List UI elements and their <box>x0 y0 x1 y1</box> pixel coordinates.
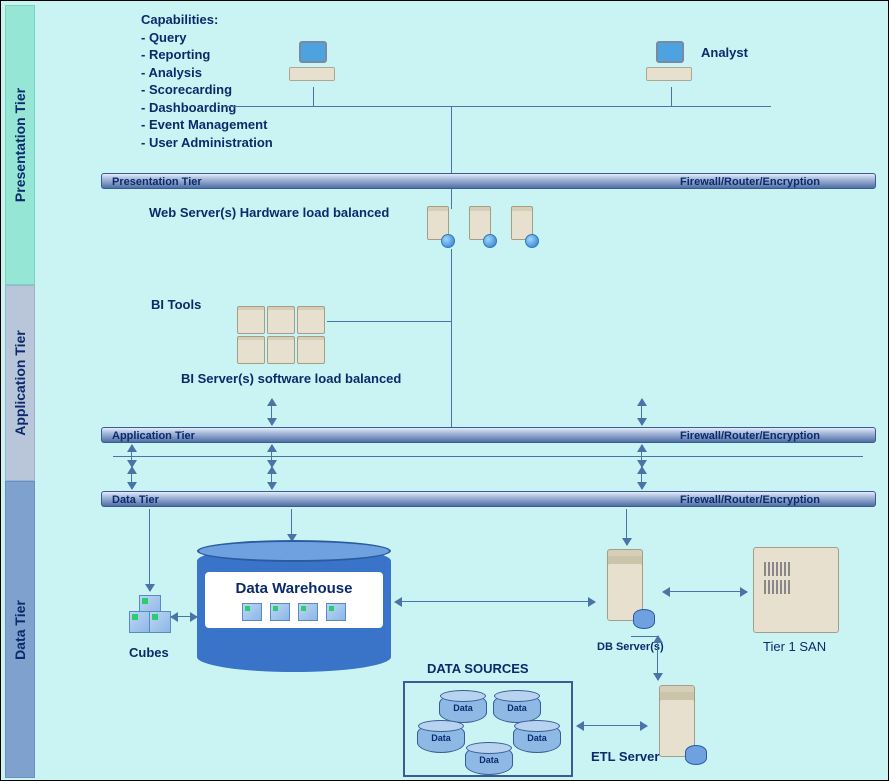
db-server-icon <box>599 549 655 635</box>
data-warehouse-minicubes <box>242 603 346 621</box>
capabilities-item: - Query <box>141 29 273 47</box>
connector <box>313 87 314 106</box>
connector <box>451 249 452 427</box>
connector-arrow <box>626 509 627 545</box>
bi-servers-label: BI Server(s) software load balanced <box>181 371 401 386</box>
bi-server-row <box>237 336 327 364</box>
sidebar-data: Data Tier <box>5 481 35 778</box>
capabilities-item: - Scorecarding <box>141 81 273 99</box>
connector <box>671 87 672 106</box>
connector-arrow <box>395 601 595 602</box>
capabilities-list: Capabilities: - Query - Reporting - Anal… <box>141 11 273 151</box>
web-servers-label: Web Server(s) Hardware load balanced <box>149 205 389 220</box>
capabilities-item: - User Administration <box>141 134 273 152</box>
connector-arrow <box>663 591 747 592</box>
connector-arrow <box>291 509 292 541</box>
capabilities-item: - Reporting <box>141 46 273 64</box>
connector-arrow <box>271 467 272 489</box>
connector <box>451 106 452 173</box>
data-warehouse-band: Data Warehouse <box>205 572 383 628</box>
connector-arrow <box>271 445 272 467</box>
connector-arrow <box>577 725 647 726</box>
capabilities-item: - Dashboarding <box>141 99 273 117</box>
data-source-label: Data <box>479 755 499 765</box>
tier-bar-left: Data Tier <box>112 492 159 508</box>
data-source-label: Data <box>453 703 473 713</box>
data-sources-box: Data Data Data Data Data <box>403 681 573 777</box>
web-server-icon <box>509 206 537 246</box>
connector-arrow <box>271 399 272 425</box>
architecture-diagram: Presentation Tier Application Tier Data … <box>0 0 889 781</box>
sidebar-application-label: Application Tier <box>12 330 28 436</box>
connector-arrow <box>149 509 150 591</box>
web-server-icon <box>425 206 453 246</box>
capabilities-item: - Analysis <box>141 64 273 82</box>
connector <box>113 456 863 457</box>
sidebar-presentation: Presentation Tier <box>5 5 35 285</box>
capabilities-item: - Event Management <box>141 116 273 134</box>
san-label: Tier 1 SAN <box>763 639 826 654</box>
data-source-label: Data <box>507 703 527 713</box>
tier-bar-right: Firewall/Router/Encryption <box>680 174 820 190</box>
data-warehouse-label: Data Warehouse <box>236 580 353 597</box>
analyst-label: Analyst <box>701 45 748 60</box>
tier-bar-right: Firewall/Router/Encryption <box>680 428 820 444</box>
tier-bar-data: Data Tier Firewall/Router/Encryption <box>101 491 876 507</box>
connector-arrow <box>657 636 658 680</box>
connector-arrow <box>131 445 132 467</box>
tier-bar-presentation: Presentation Tier Firewall/Router/Encryp… <box>101 173 876 189</box>
connector-arrow <box>131 467 132 489</box>
san-icon <box>753 547 839 633</box>
connector-arrow <box>641 445 642 467</box>
capabilities-title: Capabilities: <box>141 11 273 29</box>
connector <box>631 636 657 637</box>
data-sources-heading: DATA SOURCES <box>427 661 529 676</box>
cubes-label: Cubes <box>129 645 169 660</box>
tier-bar-right: Firewall/Router/Encryption <box>680 492 820 508</box>
connector <box>327 321 451 322</box>
user-desktop-icon <box>289 41 337 85</box>
tier-bar-application: Application Tier Firewall/Router/Encrypt… <box>101 427 876 443</box>
connector-arrow <box>641 467 642 489</box>
connector <box>226 106 771 107</box>
tier-bar-left: Application Tier <box>112 428 195 444</box>
sidebar-presentation-label: Presentation Tier <box>12 88 28 202</box>
sidebar-data-label: Data Tier <box>12 600 28 660</box>
data-source-label: Data <box>527 733 547 743</box>
web-server-icon <box>467 206 495 246</box>
connector-arrow <box>641 399 642 425</box>
analyst-desktop-icon <box>646 41 694 85</box>
bi-server-row <box>237 306 327 334</box>
tier-bar-left: Presentation Tier <box>112 174 202 190</box>
etl-server-label: ETL Server <box>591 749 659 764</box>
sidebar-application: Application Tier <box>5 285 35 481</box>
bi-tools-label: BI Tools <box>151 297 201 312</box>
connector-arrow <box>171 616 197 617</box>
data-warehouse-icon: Data Warehouse <box>197 546 391 672</box>
data-source-label: Data <box>431 733 451 743</box>
